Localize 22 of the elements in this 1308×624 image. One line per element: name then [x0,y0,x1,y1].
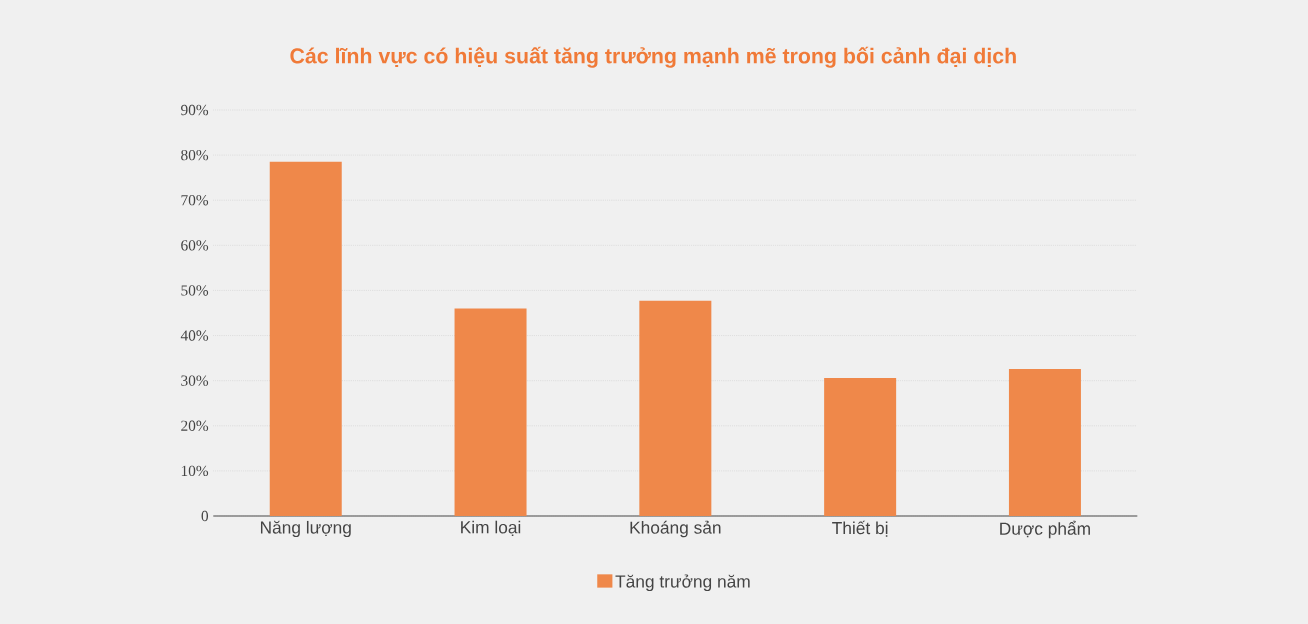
x-tick-label: Thiết bị [832,520,888,537]
y-tick-label: 20% [181,420,209,431]
x-tick-label: Kim loại [461,520,521,536]
bar [454,308,527,516]
y-tick-label: 40% [180,330,209,341]
x-tick-label: Khoáng sản [630,520,721,538]
bar [824,377,897,516]
chart-title: Các lĩnh vực có hiệu suất tăng trưởng mạnh mẽ trong bối cảnh đại dịch [290,46,1016,68]
y-tick-label: 90% [181,104,209,116]
x-tick-label: Dược phẩm [1000,520,1090,539]
y-tick-label: 50% [181,285,209,296]
bar [269,161,342,516]
legend-label: Tăng trưởng năm [615,574,750,592]
y-tick-label: 70% [181,195,209,206]
y-tick-label: 30% [181,375,209,386]
y-tick-label: 10% [181,465,209,477]
y-tick-label: 60% [181,240,209,251]
y-tick-label: 80% [181,149,209,161]
y-tick-label: 0 [201,510,209,522]
bar [1008,368,1081,516]
x-tick-label: Năng lượng [260,520,351,538]
bar [639,300,712,516]
